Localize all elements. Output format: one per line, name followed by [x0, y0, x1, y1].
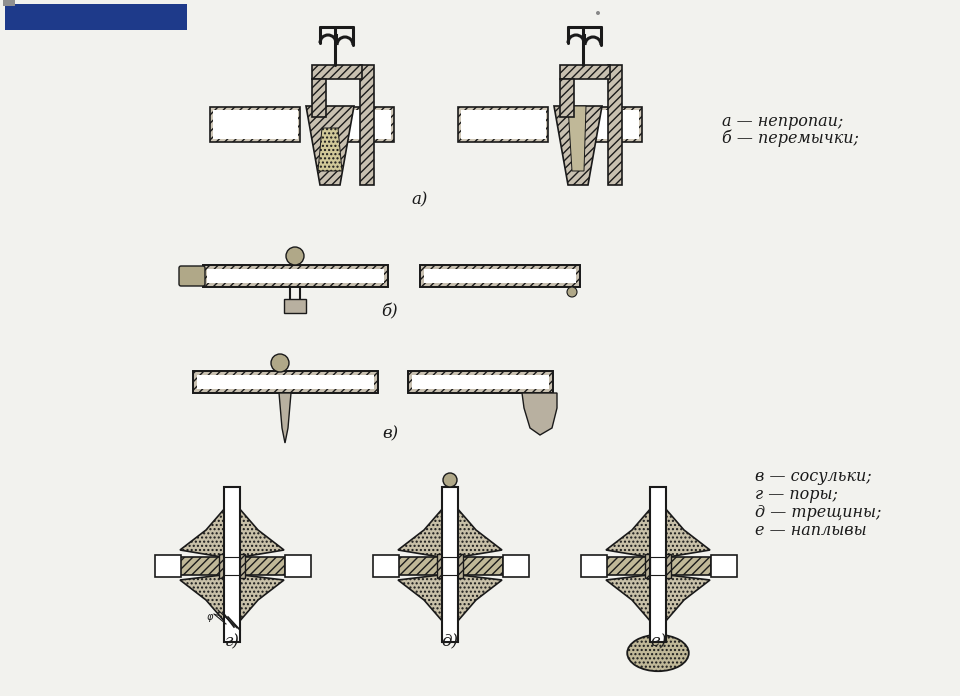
- Polygon shape: [306, 106, 354, 185]
- Polygon shape: [398, 575, 502, 630]
- Bar: [224, 557, 240, 575]
- Bar: [412, 375, 549, 389]
- Text: е): е): [650, 633, 666, 650]
- Bar: [3, 0, 15, 6]
- Circle shape: [443, 473, 457, 487]
- Bar: [240, 557, 285, 575]
- Bar: [408, 371, 553, 393]
- Bar: [203, 265, 388, 287]
- Polygon shape: [318, 128, 342, 171]
- Bar: [458, 557, 503, 575]
- Text: в): в): [382, 425, 398, 442]
- Bar: [203, 265, 388, 287]
- Circle shape: [271, 354, 289, 372]
- Bar: [503, 555, 529, 577]
- Bar: [284, 299, 306, 313]
- Text: е — наплывы: е — наплывы: [755, 522, 867, 539]
- Text: д — трещины;: д — трещины;: [755, 504, 881, 521]
- Bar: [197, 375, 374, 389]
- Polygon shape: [279, 393, 291, 443]
- Bar: [210, 107, 300, 142]
- Bar: [560, 65, 610, 79]
- Bar: [587, 107, 642, 142]
- Bar: [193, 371, 378, 393]
- Bar: [408, 371, 553, 393]
- Bar: [420, 265, 580, 287]
- Text: а — непропаи;: а — непропаи;: [722, 113, 843, 130]
- Bar: [650, 557, 666, 575]
- Bar: [581, 555, 607, 577]
- Bar: [213, 110, 298, 139]
- Bar: [177, 557, 222, 575]
- Bar: [341, 110, 391, 139]
- Text: д): д): [442, 633, 459, 650]
- Bar: [608, 65, 622, 185]
- Text: а): а): [412, 191, 428, 208]
- Bar: [442, 487, 458, 642]
- Text: в — сосульки;: в — сосульки;: [755, 468, 872, 485]
- Polygon shape: [398, 500, 502, 557]
- Bar: [711, 555, 737, 577]
- Circle shape: [567, 287, 577, 297]
- Circle shape: [596, 11, 600, 15]
- Bar: [224, 487, 240, 642]
- Polygon shape: [606, 500, 710, 557]
- Bar: [395, 557, 440, 575]
- Text: б): б): [382, 303, 398, 320]
- Text: г — поры;: г — поры;: [755, 486, 838, 503]
- Polygon shape: [568, 106, 586, 171]
- Bar: [312, 65, 362, 79]
- Bar: [560, 79, 574, 117]
- Bar: [339, 107, 394, 142]
- Bar: [285, 555, 311, 577]
- Bar: [207, 269, 384, 283]
- Text: г): г): [225, 633, 239, 650]
- Ellipse shape: [627, 635, 688, 671]
- Bar: [650, 487, 666, 642]
- Bar: [603, 557, 648, 575]
- Polygon shape: [180, 575, 284, 630]
- Bar: [424, 269, 576, 283]
- Bar: [645, 554, 671, 578]
- Text: φ: φ: [207, 612, 213, 622]
- Bar: [666, 557, 711, 575]
- Bar: [373, 555, 399, 577]
- Bar: [442, 557, 458, 575]
- Bar: [360, 65, 374, 185]
- Bar: [437, 554, 463, 578]
- Bar: [461, 110, 546, 139]
- Text: б — перемычки;: б — перемычки;: [722, 129, 859, 147]
- Bar: [420, 265, 580, 287]
- Circle shape: [286, 247, 304, 265]
- Bar: [155, 555, 181, 577]
- FancyBboxPatch shape: [179, 266, 205, 286]
- Bar: [589, 110, 639, 139]
- Polygon shape: [180, 500, 284, 557]
- Polygon shape: [606, 575, 710, 630]
- Polygon shape: [522, 393, 557, 435]
- Bar: [193, 371, 378, 393]
- Polygon shape: [554, 106, 602, 185]
- Bar: [458, 107, 548, 142]
- Bar: [312, 79, 326, 117]
- Bar: [5, 4, 187, 30]
- Bar: [219, 554, 245, 578]
